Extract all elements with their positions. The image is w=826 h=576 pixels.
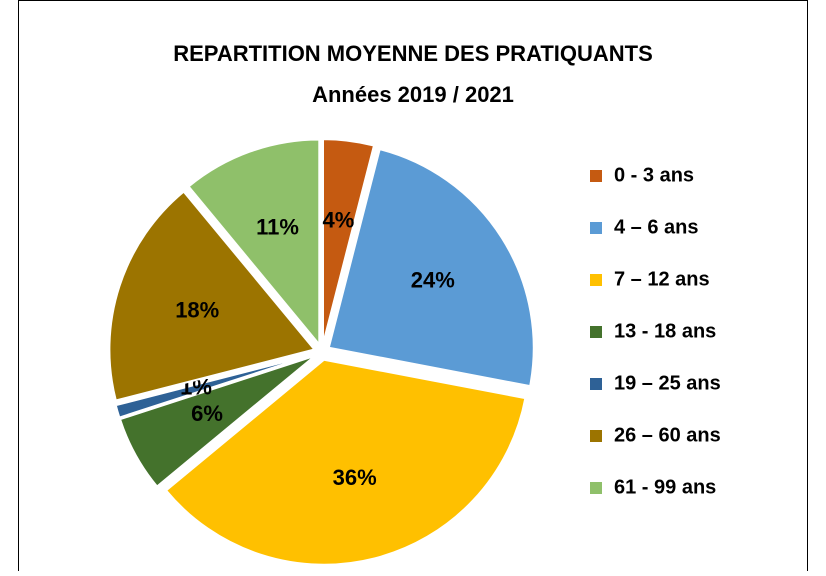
data-label: 11% [256,214,299,239]
pie-slice [118,354,316,488]
data-label: 18% [175,297,219,322]
pie-slice [327,147,535,388]
legend-label: 0 - 3 ans [614,164,694,186]
data-label: 24% [411,268,455,293]
pie-slice [164,358,527,566]
pie-slice [187,138,321,348]
legend-label: 61 - 99 ans [614,476,716,498]
legend-label: 4 – 6 ans [614,216,699,238]
legend-label: 19 – 25 ans [614,372,721,394]
legend-swatch [590,274,602,286]
chart-subtitle: Années 2019 / 2021 [312,82,514,107]
legend-label: 7 – 12 ans [614,268,710,290]
data-label: 36% [333,465,377,490]
data-label: 6% [191,401,223,426]
legend-swatch [590,170,602,182]
chart-title: REPARTITION MOYENNE DES PRATIQUANTS [173,41,653,66]
legend-swatch [590,222,602,234]
pie-slice [322,138,376,345]
pie-slice [114,353,315,419]
data-label: 4% [323,208,355,233]
legend-label: 13 - 18 ans [614,320,716,342]
legend-swatch [590,378,602,390]
pie-slice [108,190,317,402]
legend-label: 26 – 60 ans [614,424,721,446]
legend-swatch [590,430,602,442]
legend-swatch [590,326,602,338]
legend-swatch [590,482,602,494]
